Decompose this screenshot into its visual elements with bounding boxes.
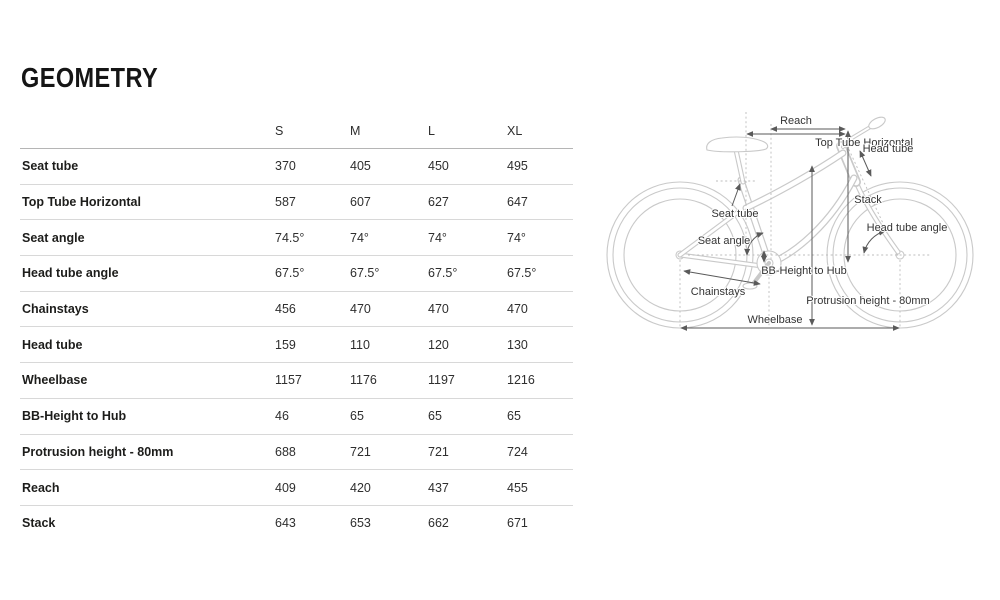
row-label: Wheelbase <box>22 373 88 388</box>
cell-l: 120 <box>428 337 449 352</box>
cell-l: 450 <box>428 159 449 174</box>
cell-xl: 671 <box>507 516 528 531</box>
cell-l: 721 <box>428 444 449 459</box>
col-header-xl: XL <box>507 123 523 138</box>
row-label: Head tube <box>22 337 83 352</box>
cell-l: 437 <box>428 480 449 495</box>
table-row-bb-height-to-hub: BB-Height to Hub 46 65 65 65 <box>20 399 573 435</box>
cell-l: 627 <box>428 195 449 210</box>
table-row-seat-tube: Seat tube 370 405 450 495 <box>20 149 573 185</box>
cell-m: 110 <box>350 337 370 352</box>
page-title: GEOMETRY <box>21 62 159 93</box>
seat-tube-arrow <box>731 183 741 207</box>
handlebar-grip-icon <box>868 116 886 130</box>
row-label: Chainstays <box>22 302 89 317</box>
cell-xl: 130 <box>507 337 528 352</box>
cell-s: 688 <box>275 444 296 459</box>
cell-s: 643 <box>275 516 296 531</box>
cell-m: 721 <box>350 444 371 459</box>
cell-m: 607 <box>350 195 371 210</box>
row-label: Seat angle <box>22 230 85 245</box>
cell-xl: 65 <box>507 409 521 424</box>
saddle-icon <box>706 136 769 153</box>
cell-s: 46 <box>275 409 289 424</box>
col-header-s: S <box>275 123 284 138</box>
bb-height-to-hub-label: BB-Height to Hub <box>761 265 847 277</box>
row-label: Protrusion height - 80mm <box>22 444 174 459</box>
cell-l: 662 <box>428 516 449 531</box>
cell-xl: 647 <box>507 195 528 210</box>
head-tube-angle-label: Head tube angle <box>867 222 948 234</box>
cell-s: 587 <box>275 195 296 210</box>
cell-m: 65 <box>350 409 364 424</box>
geometry-table: S M L XL Seat tube 370 405 450 495 Top T… <box>20 113 573 541</box>
cell-xl: 67.5° <box>507 266 537 281</box>
cell-l: 74° <box>428 230 447 245</box>
top-tube-horizontal-label: Top Tube Horizontal <box>815 137 913 149</box>
wheelbase-label: Wheelbase <box>747 314 802 326</box>
cell-s: 159 <box>275 337 296 352</box>
table-row-head-tube-angle: Head tube angle 67.5° 67.5° 67.5° 67.5° <box>20 256 573 292</box>
col-header-l: L <box>428 123 435 138</box>
row-label: Top Tube Horizontal <box>22 195 141 210</box>
cell-xl: 1216 <box>507 373 535 388</box>
cell-xl: 455 <box>507 480 528 495</box>
cell-m: 1176 <box>350 373 377 388</box>
head-tube-arrow <box>859 150 872 177</box>
reach-label: Reach <box>780 115 812 127</box>
cell-m: 420 <box>350 480 371 495</box>
row-label: Reach <box>22 480 60 495</box>
table-row-head-tube: Head tube 159 110 120 130 <box>20 327 573 364</box>
table-row-reach: Reach 409 420 437 455 <box>20 470 573 506</box>
cell-xl: 74° <box>507 230 526 245</box>
protrusion-height-label: Protrusion height - 80mm <box>806 295 930 307</box>
stack-label: Stack <box>854 194 882 206</box>
cell-m: 74° <box>350 230 369 245</box>
row-label: Seat tube <box>22 159 79 174</box>
chainstays-arrow <box>683 269 761 286</box>
table-row-protrusion-height: Protrusion height - 80mm 688 721 721 724 <box>20 435 573 471</box>
head-tube-angle-arc <box>862 229 886 254</box>
chainstays-label: Chainstays <box>691 286 746 298</box>
seat-angle-label: Seat angle <box>698 235 751 247</box>
table-row-stack: Stack 643 653 662 671 <box>20 506 573 541</box>
table-row-wheelbase: Wheelbase 1157 1176 1197 1216 <box>20 363 573 399</box>
measurement-arrows <box>680 126 900 331</box>
cell-m: 653 <box>350 516 371 531</box>
cell-s: 456 <box>275 302 296 317</box>
row-label: Stack <box>22 516 56 531</box>
seat-angle-arc <box>744 232 764 256</box>
col-header-m: M <box>350 123 361 138</box>
table-header-row: S M L XL <box>20 113 573 149</box>
row-label: Head tube angle <box>22 266 119 281</box>
row-label: BB-Height to Hub <box>22 409 127 424</box>
cell-xl: 495 <box>507 159 528 174</box>
cell-m: 67.5° <box>350 266 380 281</box>
cell-l: 65 <box>428 409 442 424</box>
table-row-chainstays: Chainstays 456 470 470 470 <box>20 292 573 328</box>
table-row-top-tube-horizontal: Top Tube Horizontal 587 607 627 647 <box>20 185 573 221</box>
cell-xl: 724 <box>507 444 528 459</box>
table-row-seat-angle: Seat angle 74.5° 74° 74° 74° <box>20 220 573 257</box>
cell-m: 470 <box>350 302 371 317</box>
cell-xl: 470 <box>507 302 528 317</box>
cell-l: 470 <box>428 302 449 317</box>
cell-s: 1157 <box>275 373 302 388</box>
cell-s: 409 <box>275 480 296 495</box>
cell-m: 405 <box>350 159 371 174</box>
cell-l: 1197 <box>428 373 455 388</box>
bike-geometry-diagram: Reach Top Tube Horizontal Head tube Stac… <box>595 100 1000 345</box>
cell-l: 67.5° <box>428 266 458 281</box>
cell-s: 67.5° <box>275 266 305 281</box>
seat-tube-label: Seat tube <box>711 208 758 220</box>
cell-s: 370 <box>275 159 296 174</box>
bike-diagram-svg: Reach Top Tube Horizontal Head tube Stac… <box>606 112 974 331</box>
head-tube-label: Head tube <box>863 143 914 155</box>
cell-s: 74.5° <box>275 230 305 245</box>
